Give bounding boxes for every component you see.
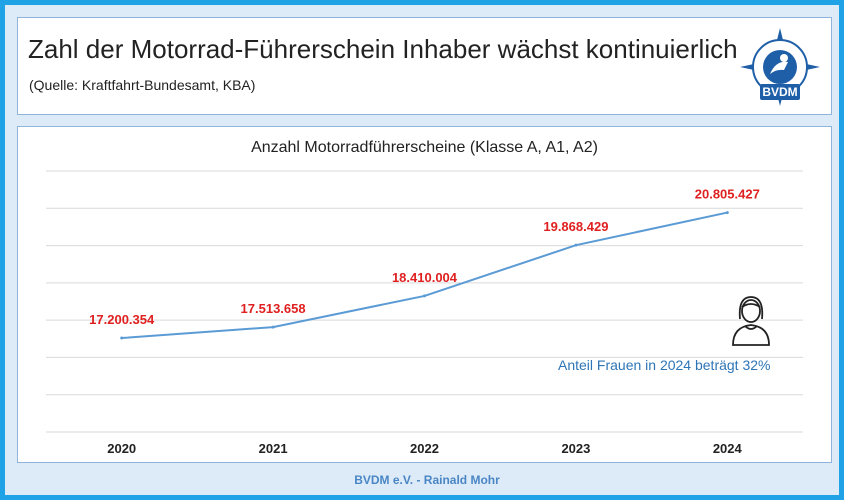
bvdm-logo: BVDM bbox=[738, 26, 822, 108]
data-label: 17.200.354 bbox=[89, 312, 155, 327]
x-tick-label: 2020 bbox=[107, 441, 136, 456]
data-point bbox=[423, 294, 426, 298]
page-title: Zahl der Motorrad-Führerschein Inhaber w… bbox=[28, 34, 738, 64]
x-tick-label: 2021 bbox=[259, 441, 288, 456]
x-tick-label: 2022 bbox=[410, 441, 439, 456]
x-tick-label: 2023 bbox=[561, 441, 590, 456]
data-label: 20.805.427 bbox=[695, 187, 760, 202]
data-point bbox=[120, 336, 124, 340]
footer-credit: BVDM e.V. - Rainald Mohr bbox=[354, 473, 500, 487]
data-point bbox=[271, 325, 275, 329]
woman-icon bbox=[728, 293, 774, 347]
x-tick-label: 2024 bbox=[713, 441, 743, 456]
source-note: (Quelle: Kraftfahrt-Bundesamt, KBA) bbox=[29, 77, 256, 93]
data-point bbox=[725, 211, 729, 215]
women-share-note: Anteil Frauen in 2024 beträgt 32% bbox=[558, 357, 771, 373]
chart-panel: Anzahl Motorradführerscheine (Klasse A, … bbox=[17, 126, 832, 463]
logo-text: BVDM bbox=[762, 85, 797, 99]
data-point bbox=[574, 243, 578, 247]
data-label: 18.410.004 bbox=[392, 270, 458, 285]
data-label: 19.868.429 bbox=[543, 219, 608, 234]
data-label: 17.513.658 bbox=[241, 301, 306, 316]
line-chart: 17.200.354 17.513.658 18.410.004 19.868.429… bbox=[46, 170, 803, 456]
chart-title: Anzahl Motorradführerscheine (Klasse A, … bbox=[251, 139, 598, 156]
header-panel: Zahl der Motorrad-Führerschein Inhaber w… bbox=[17, 17, 832, 115]
